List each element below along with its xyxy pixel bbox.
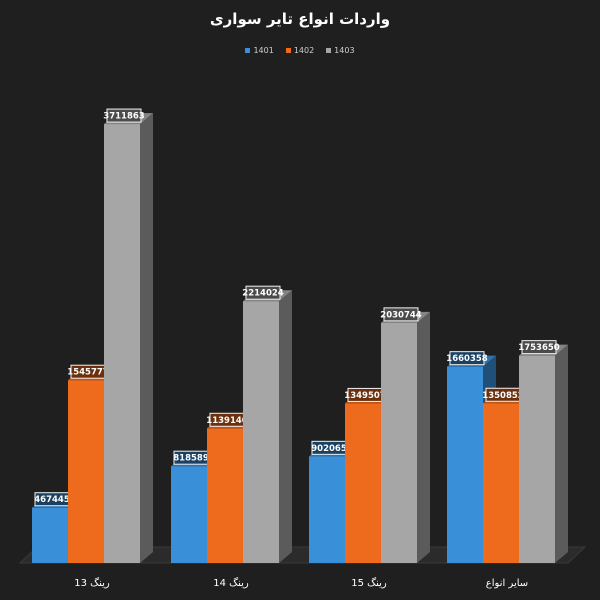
data-label-1403-3: 1753650 <box>518 343 559 353</box>
bar-side-1403-1 <box>279 290 292 563</box>
bar-1402-2 <box>345 403 381 563</box>
legend-item-1403: 1403 <box>326 46 355 55</box>
data-label-1403-0: 3711863 <box>103 112 144 122</box>
data-label-1401-2: 902065 <box>311 444 347 454</box>
data-label-1402-3: 1350852 <box>482 391 523 401</box>
legend-swatch-1402 <box>285 48 291 53</box>
category-label-3: سایر انواع <box>486 578 528 589</box>
bar-1403-2 <box>381 322 417 563</box>
data-label-1403-2: 2030744 <box>380 310 421 320</box>
data-label-1402-1: 1139140 <box>206 416 247 426</box>
legend-swatch-1401 <box>245 48 251 53</box>
chart-title: واردات انواع تایر سواری <box>209 10 391 28</box>
category-label-1: رینگ 14 <box>213 577 249 589</box>
data-label-1401-1: 818589 <box>173 454 209 464</box>
data-label-1403-1: 2214024 <box>242 289 283 299</box>
bar-1403-0 <box>104 124 140 563</box>
bar-side-1403-3 <box>555 344 568 563</box>
bar-1401-2 <box>309 456 345 563</box>
data-label-box-1403-0 <box>106 108 142 123</box>
data-label-box-1403-3 <box>521 340 557 355</box>
legend: 1401 1402 1403 <box>0 46 600 55</box>
legend-label-1401: 1401 <box>253 46 274 55</box>
legend-item-1402: 1402 <box>285 46 315 55</box>
legend-swatch-1403 <box>326 48 332 53</box>
bar-1402-0 <box>68 380 104 563</box>
data-label-1402-0: 1545777 <box>67 368 108 378</box>
legend-item-1401: 1401 <box>245 46 274 55</box>
bar-1402-1 <box>207 428 243 563</box>
data-label-1402-2: 1349507 <box>344 391 385 401</box>
bar-1402-3 <box>483 403 519 563</box>
data-label-1401-0: 467445 <box>34 495 70 505</box>
bar-1401-0 <box>32 507 68 563</box>
category-label-0: رینگ 13 <box>74 577 110 589</box>
category-label-2: رینگ 15 <box>351 577 387 589</box>
bar-1401-1 <box>171 466 207 563</box>
bar-side-1403-2 <box>417 311 430 563</box>
bar-1401-3 <box>447 366 483 563</box>
bar-1403-1 <box>243 301 279 563</box>
legend-label-1403: 1403 <box>334 46 355 55</box>
bar-side-1403-0 <box>140 113 153 563</box>
bar-1403-3 <box>519 355 555 563</box>
legend-label-1402: 1402 <box>293 46 315 55</box>
data-label-box-1403-1 <box>245 285 281 300</box>
data-label-box-1401-3 <box>449 351 485 366</box>
data-label-box-1403-2 <box>383 307 419 322</box>
data-label-1401-3: 1660358 <box>446 354 487 364</box>
